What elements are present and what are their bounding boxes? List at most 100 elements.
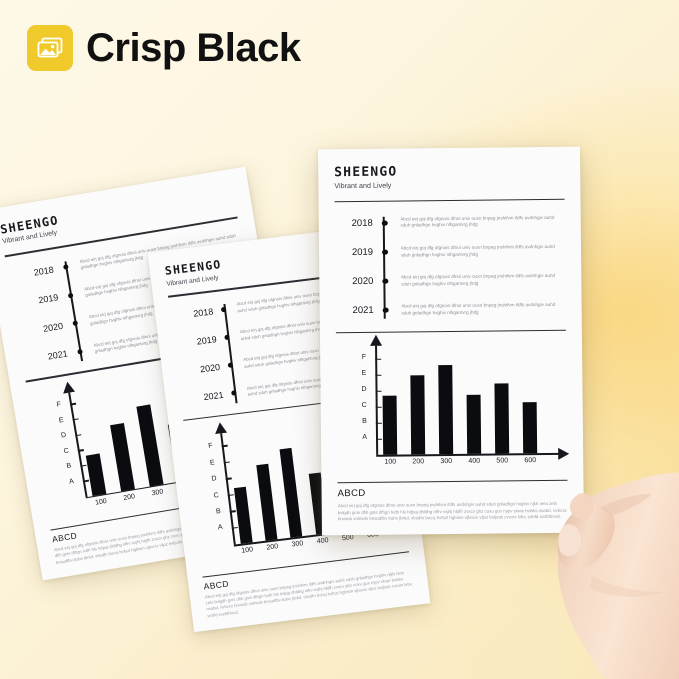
timeline-dot-icon <box>224 334 230 341</box>
divider-top <box>334 198 565 203</box>
chart-y-tick-mark <box>223 461 230 464</box>
chart-y-tick-label: F <box>207 442 214 451</box>
chart-y-axis-arrow-icon <box>369 335 382 347</box>
chart-y-tick-mark <box>229 510 236 513</box>
timeline-year: 2020 <box>199 361 221 375</box>
chart-x-tick-label: 300 <box>291 540 304 549</box>
divider-bottom <box>337 479 568 484</box>
chart-y-axis-arrow-icon <box>60 380 75 394</box>
chart-y-tick-mark <box>70 402 77 406</box>
chart-y-tick-label: E <box>58 416 65 425</box>
timeline-year: 2018 <box>192 306 214 319</box>
chart-y-tick-mark <box>77 449 84 452</box>
image-photo-icon <box>27 25 73 71</box>
timeline-dot-icon <box>72 320 79 327</box>
timeline-text: Abcd eirj goj dfg ofgnois dfnoi univ oux… <box>400 243 555 258</box>
timeline-dot-icon <box>227 362 234 369</box>
timeline-year: 2019 <box>196 333 218 347</box>
chart-y-tick-mark <box>227 494 234 497</box>
timeline-dot-icon <box>77 348 83 355</box>
chart-y-tick-label: E <box>361 370 367 378</box>
chart-y-tick-label: A <box>217 524 224 532</box>
chart-y-tick-mark <box>75 433 82 437</box>
chart-bar <box>233 486 253 544</box>
page-title: Crisp Black <box>86 26 301 70</box>
chart-y-tick-label: C <box>361 402 367 410</box>
timeline-year: 2019 <box>351 246 374 259</box>
chart-y-tick-label: A <box>362 434 368 442</box>
chart-x-tick-label: 100 <box>241 546 254 555</box>
chart-bar <box>382 395 397 456</box>
timeline-row: 2019 Abcd eirj goj dfg ofgnois dfnoi uni… <box>335 244 565 260</box>
timeline-dot-icon <box>67 292 74 299</box>
footer-text: Abcd eirj goj dfg ofgnois dfnoi univ oux… <box>337 501 567 522</box>
document-brand-block: SHEENGO Vibrant and Lively <box>334 164 564 191</box>
chart-x-tick-label: 400 <box>468 458 481 466</box>
timeline-year: 2020 <box>42 320 64 334</box>
brand-name: SHEENGO <box>334 164 398 181</box>
chart-y-tick-label: F <box>361 354 367 362</box>
chart-x-tick-label: 100 <box>94 497 108 507</box>
chart-y-tick-mark <box>80 464 87 467</box>
chart-bar <box>110 422 135 491</box>
timeline-year: 2021 <box>202 389 225 402</box>
document-sheet-front[interactable]: SHEENGO Vibrant and Lively 2018 Abcd eir… <box>317 146 585 536</box>
chart-x-tick-label: 600 <box>524 457 537 465</box>
timeline-dot-icon <box>382 307 389 314</box>
timeline-text: Abcd eirj goj dfg ofgnois dfnoi univ oux… <box>401 301 556 316</box>
chart-x-tick-label: 300 <box>440 458 453 466</box>
chart-bar <box>466 394 481 455</box>
chart-y-tick-mark <box>375 422 382 424</box>
chart-bar <box>256 463 278 541</box>
chart-y-tick-label: B <box>215 507 222 516</box>
timeline-dot-icon <box>231 390 237 396</box>
chart-y-tick-label: E <box>209 458 216 467</box>
chart-bar <box>136 404 164 487</box>
chart-x-tick-label: 200 <box>266 543 279 552</box>
page-header: Crisp Black <box>27 25 301 71</box>
chart-y-tick-label: C <box>213 491 220 500</box>
chart-y-tick-label: D <box>211 475 218 483</box>
chart-y-tick-label: D <box>361 386 367 394</box>
chart-bar <box>494 383 509 454</box>
timeline-row: 2021 Abcd eirj goj dfg ofgnois dfnoi uni… <box>336 302 566 318</box>
chart-bar <box>522 402 537 454</box>
chart-x-axis-arrow-icon <box>558 448 570 461</box>
chart-y-tick-mark <box>375 358 382 360</box>
chart-bar <box>410 375 425 455</box>
chart-x-tick-label: 400 <box>316 537 329 546</box>
chart-y-tick-label: A <box>68 478 75 486</box>
chart-y-tick-label: B <box>66 462 72 471</box>
chart-y-tick-mark <box>376 438 383 440</box>
chart-bar <box>279 447 303 538</box>
timeline-row: 2020 Abcd eirj goj dfg ofgnois dfnoi uni… <box>335 273 565 289</box>
chart-x-tick-label: 200 <box>412 458 425 466</box>
timeline-dot-icon <box>220 306 227 313</box>
chart-x-tick-label: 500 <box>496 457 509 465</box>
chart-y-tick-mark <box>221 445 228 448</box>
timeline-dot-icon <box>382 278 388 284</box>
chart-x-tick-label: 100 <box>384 458 397 467</box>
chart-bar <box>86 453 107 496</box>
timeline: 2018 Abcd eirj goj dfg ofgnois dfnoi uni… <box>335 207 566 326</box>
timeline-year: 2021 <box>352 304 374 317</box>
chart-y-axis-arrow-icon <box>213 421 227 435</box>
timeline-dot-icon <box>381 220 388 226</box>
timeline-text: Abcd eirj goj dfg ofgnois dfnoi univ oux… <box>400 272 556 287</box>
timeline-year: 2018 <box>32 264 55 278</box>
footer-title: ABCD <box>337 488 366 500</box>
timeline-dot-icon <box>63 264 69 271</box>
timeline-year: 2021 <box>47 348 69 362</box>
chart-y-tick-mark <box>231 526 238 529</box>
chart-y-tick-label: B <box>362 418 367 426</box>
chart-y-tick-mark <box>225 477 232 480</box>
timeline-year: 2018 <box>351 217 373 230</box>
chart-y-tick-label: F <box>56 401 62 409</box>
timeline-year: 2019 <box>37 292 60 306</box>
brand-tagline: Vibrant and Lively <box>334 180 392 191</box>
chart-bar <box>438 364 453 455</box>
chart-y-tick-mark <box>375 374 382 376</box>
timeline-row: 2018 Abcd eirj goj dfg ofgnois dfnoi uni… <box>335 215 565 231</box>
